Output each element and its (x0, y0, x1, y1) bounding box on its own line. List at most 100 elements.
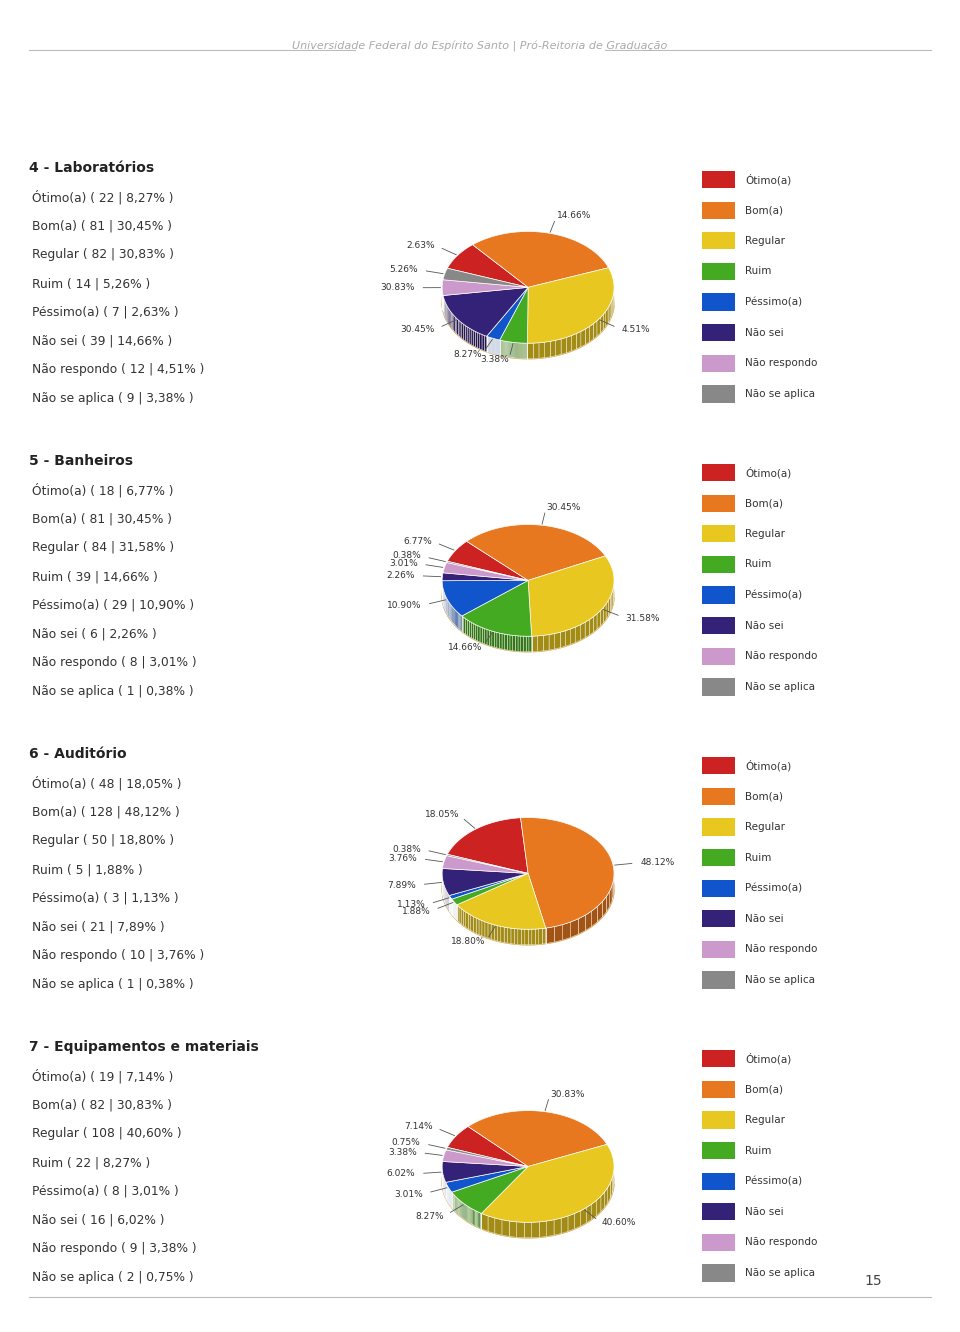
Polygon shape (460, 321, 462, 338)
Text: Ótimo(a) ( 19 | 7,14% ): Ótimo(a) ( 19 | 7,14% ) (33, 1070, 174, 1084)
Text: 31.58%: 31.58% (626, 614, 660, 622)
Polygon shape (554, 1217, 561, 1235)
Polygon shape (554, 924, 563, 942)
Text: 6 - Auditório: 6 - Auditório (29, 747, 127, 761)
Polygon shape (589, 617, 593, 635)
Polygon shape (469, 328, 471, 345)
Text: 5 - Banheiros: 5 - Banheiros (29, 454, 132, 468)
Polygon shape (576, 625, 581, 642)
Polygon shape (571, 627, 576, 645)
Polygon shape (532, 1221, 540, 1237)
Polygon shape (490, 630, 492, 646)
Polygon shape (482, 1144, 614, 1223)
Text: Bom(a) ( 81 | 30,45% ): Bom(a) ( 81 | 30,45% ) (33, 220, 173, 233)
Polygon shape (443, 246, 614, 358)
Polygon shape (488, 923, 492, 939)
Polygon shape (586, 911, 591, 931)
FancyBboxPatch shape (702, 385, 735, 402)
Polygon shape (518, 635, 520, 651)
FancyBboxPatch shape (702, 1111, 735, 1128)
Text: Não se aplica: Não se aplica (745, 975, 815, 986)
Text: 3.01%: 3.01% (389, 559, 418, 567)
Polygon shape (463, 1203, 464, 1219)
Polygon shape (480, 1213, 482, 1229)
Polygon shape (446, 1147, 528, 1167)
Polygon shape (514, 342, 515, 358)
Polygon shape (601, 1192, 605, 1212)
Polygon shape (533, 342, 539, 358)
Polygon shape (480, 626, 482, 643)
Polygon shape (443, 562, 528, 581)
FancyBboxPatch shape (702, 818, 735, 835)
Polygon shape (447, 1127, 528, 1167)
Polygon shape (528, 930, 532, 944)
Polygon shape (499, 288, 528, 344)
Polygon shape (550, 340, 556, 357)
Polygon shape (473, 1209, 474, 1225)
Text: 30.45%: 30.45% (546, 503, 581, 511)
FancyBboxPatch shape (702, 201, 735, 218)
Text: Péssimo(a) ( 8 | 3,01% ): Péssimo(a) ( 8 | 3,01% ) (33, 1185, 180, 1197)
Polygon shape (520, 637, 523, 651)
Polygon shape (464, 324, 466, 341)
Text: Péssimo(a): Péssimo(a) (745, 1176, 803, 1187)
Text: Não respondo: Não respondo (745, 651, 818, 662)
Polygon shape (464, 1204, 465, 1220)
Polygon shape (586, 326, 589, 345)
Polygon shape (497, 926, 501, 942)
Polygon shape (505, 634, 507, 650)
Polygon shape (461, 615, 462, 631)
Text: Não respondo: Não respondo (745, 1237, 818, 1248)
Text: Ótimo(a) ( 48 | 18,05% ): Ótimo(a) ( 48 | 18,05% ) (33, 777, 181, 791)
Polygon shape (604, 603, 606, 623)
Polygon shape (523, 637, 526, 651)
Polygon shape (485, 629, 487, 645)
Polygon shape (482, 920, 485, 938)
Polygon shape (457, 904, 459, 922)
Polygon shape (480, 333, 482, 350)
Polygon shape (525, 344, 526, 358)
Polygon shape (540, 1221, 546, 1237)
Polygon shape (466, 1205, 468, 1221)
Text: 30.83%: 30.83% (550, 1090, 585, 1099)
Polygon shape (443, 855, 528, 874)
Polygon shape (468, 1207, 469, 1223)
Polygon shape (529, 637, 532, 651)
FancyBboxPatch shape (702, 848, 735, 866)
Polygon shape (471, 1208, 473, 1224)
Polygon shape (606, 308, 608, 326)
Polygon shape (501, 926, 504, 943)
FancyBboxPatch shape (702, 617, 735, 634)
Polygon shape (443, 1162, 528, 1183)
Text: 8.27%: 8.27% (416, 1212, 444, 1220)
Polygon shape (473, 623, 475, 641)
Polygon shape (473, 916, 476, 934)
Polygon shape (532, 635, 538, 651)
Polygon shape (466, 325, 468, 342)
Polygon shape (518, 342, 519, 358)
Polygon shape (526, 637, 529, 651)
Polygon shape (459, 614, 461, 630)
Polygon shape (468, 1111, 607, 1167)
Polygon shape (471, 622, 473, 639)
Polygon shape (455, 610, 456, 626)
Text: 40.60%: 40.60% (601, 1219, 636, 1227)
Polygon shape (475, 332, 477, 348)
Polygon shape (585, 619, 589, 638)
Polygon shape (600, 607, 604, 626)
Polygon shape (544, 341, 550, 357)
Text: 14.66%: 14.66% (447, 643, 482, 653)
Polygon shape (451, 313, 452, 329)
Polygon shape (516, 342, 517, 358)
FancyBboxPatch shape (702, 232, 735, 249)
Polygon shape (593, 321, 597, 340)
Text: Bom(a) ( 82 | 30,83% ): Bom(a) ( 82 | 30,83% ) (33, 1099, 173, 1112)
Polygon shape (457, 318, 458, 336)
Polygon shape (487, 288, 528, 340)
Polygon shape (515, 342, 516, 358)
Polygon shape (528, 555, 614, 637)
Text: 1.88%: 1.88% (402, 907, 431, 915)
Polygon shape (611, 593, 612, 613)
Text: Não sei: Não sei (745, 328, 783, 338)
Polygon shape (527, 268, 614, 344)
